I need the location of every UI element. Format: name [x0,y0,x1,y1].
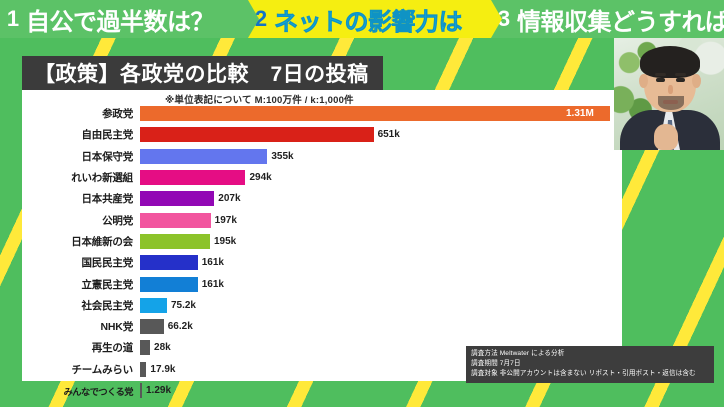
bar-label: みんなでつくる党 [63,386,134,397]
bar-track: 197k [140,209,622,230]
headline-text-2: ネットの影響力は [274,8,463,36]
bar-track: 75.2k [140,295,622,316]
headline-text-3: 情報収集どうすれば [517,8,724,36]
bar-track: 161k [140,252,622,273]
bar-row: 再生の道 28k [22,337,622,358]
bar-value-label: 66.2k [167,321,193,333]
bar-value-label: 197k [214,214,237,226]
bar [140,127,374,143]
page-title: 【政策】各政党の比較 7日の投稿 [34,63,369,86]
chart-panel: 参政党 1.31M 自由民主党 651k 日本保守党 355k れいわ新選組 294k 日本共産… [22,90,622,398]
bar-track: 66.2k [140,316,622,337]
person-eyebrow-left [655,73,666,76]
bar [140,170,246,186]
bar-value-label: 161k [201,278,224,290]
bar [140,297,167,313]
bar-label: 社会民主党 [81,299,134,312]
bar [140,319,164,335]
bar-row: 立憲民主党 161k [22,273,622,294]
person-ear-right [692,74,701,88]
person-hand [654,124,678,150]
bar [140,383,142,398]
person-eye-right [676,78,685,82]
footnote-period: 調査期間 7月7日 [471,359,521,367]
bar-row: 公明党 197k [22,209,622,230]
bar-row: 日本維新の会 195k [22,231,622,252]
footnote-plate: 調査方法 Meltwater による分析 調査期間 7月7日 調査対象 非公開ア… [466,346,714,383]
bar [140,233,210,249]
bar-label: 日本保守党 [81,150,134,163]
bar [140,212,211,228]
bar-track: 161k [140,273,622,294]
bar-value-label: 195k [213,235,237,247]
person-nose [668,85,673,94]
bar-row: 国民民主党 161k [22,252,622,273]
footnote-method: 調査方法 Meltwater による分析 [471,350,565,357]
headline-number-1: 1 [6,6,20,31]
bar-track: 207k [140,188,622,209]
headline-bar: 1 自公で過半数は？ 2 ネットの影響力は 3 情報収集どうすれば [0,0,724,38]
bar-track: 195k [140,231,622,252]
bar-track: 355k [140,146,622,167]
bar-label: チームみらい [71,363,134,376]
bar-row: チームみらい 17.9k [22,359,622,380]
bar-value-label: 17.9k [150,363,176,375]
bar-row: NHK党 66.2k [22,316,622,337]
unit-note: ※単位表記について M:100万件 / k:1,000件 [165,95,354,106]
bar-track: 651k [140,124,622,145]
bar-label: 日本維新の会 [71,235,133,248]
video-inset [614,38,724,150]
bar [140,148,268,164]
bar-value-label: 651k [377,129,400,141]
bar-track: 17.9k [140,359,622,380]
footnote-target: 調査対象 非公開アカウントは含まない リポスト・引用ポスト・返信は含む [471,369,696,377]
bar-label: 日本共産党 [81,193,134,206]
bar-label: 立憲民主党 [81,278,134,291]
bar-label: 自由民主党 [81,129,134,142]
headline-segment-3: 3 情報収集どうすれば [491,0,724,38]
bar-chart: 参政党 1.31M 自由民主党 651k 日本保守党 355k れいわ新選組 294k 日本共産… [22,103,622,401]
bar-label: 再生の道 [91,342,133,355]
bar [140,255,198,271]
bar [140,191,215,207]
bar [140,361,147,377]
bar-label: 国民民主党 [81,257,134,270]
person-mouth [663,100,678,104]
bar-track: 1.31M [140,103,622,124]
chart-title-plate: 【政策】各政党の比較 7日の投稿 [22,56,383,90]
bar-value-label: 161k [201,257,224,269]
bar-track: 1.29k [140,380,622,401]
bar [140,106,610,122]
bar [140,276,198,292]
bar-label: 公明党 [102,214,133,227]
bar-label: 参政党 [102,108,133,121]
bar-row: れいわ新選組 294k [22,167,622,188]
bar-value-label: 355k [271,150,294,162]
bar-value-label: 28k [154,342,171,354]
person-eye-left [656,78,665,82]
bar-value-label: 1.31M [566,108,594,120]
bar-track: 294k [140,167,622,188]
bar-value-label: 294k [249,172,272,184]
person-eyebrow-right [675,73,686,76]
headline-segment-2: 2 ネットの影響力は [248,0,502,38]
person-hair [640,46,700,78]
video-green-tab [678,150,724,166]
bar-row: みんなでつくる党 1.29k [22,380,622,401]
bar-value-label: 1.29k [146,385,172,396]
bar-track: 28k [140,337,622,358]
bar-label: れいわ新選組 [71,172,133,185]
bar-value-label: 207k [218,193,241,205]
headline-text-1: 自公で過半数は？ [26,8,215,36]
bar-row: 社会民主党 75.2k [22,295,622,316]
bar-value-label: 75.2k [170,299,196,311]
bar-row: 参政党 1.31M [22,103,622,124]
bar-label: NHK党 [100,321,134,334]
bar-row: 自由民主党 651k [22,124,622,145]
bar [140,340,151,356]
bar-row: 日本保守党 355k [22,146,622,167]
bar-row: 日本共産党 207k [22,188,622,209]
headline-segment-1: 1 自公で過半数は？ [0,0,259,38]
person-ear-left [639,74,648,88]
